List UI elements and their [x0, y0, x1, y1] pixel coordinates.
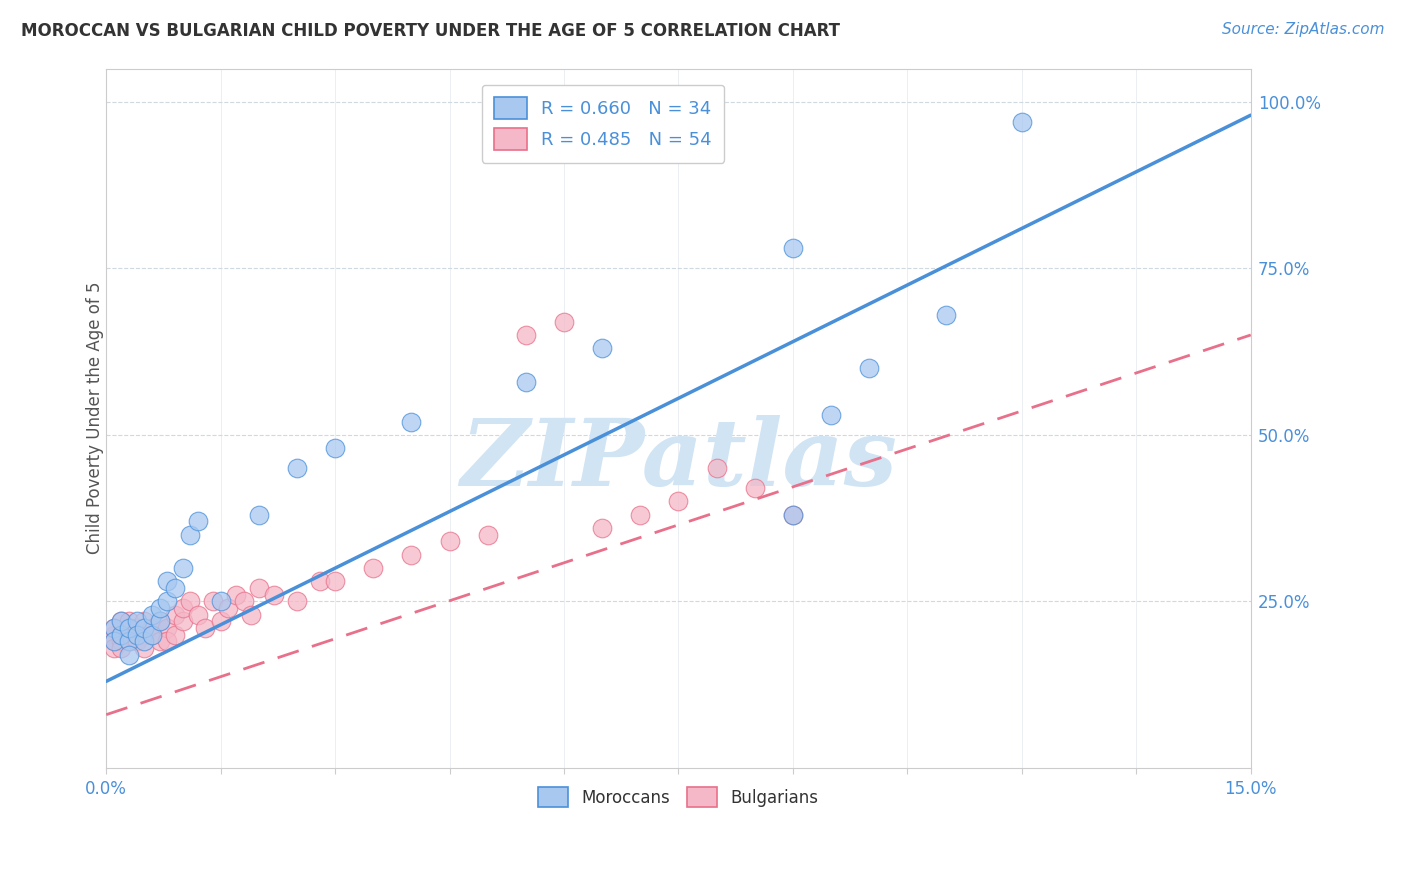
Point	[163, 607, 186, 622]
Point	[439, 534, 461, 549]
Point	[141, 607, 163, 622]
Point	[103, 628, 125, 642]
Point	[103, 641, 125, 656]
Point	[247, 508, 270, 522]
Point	[172, 561, 194, 575]
Point	[125, 628, 148, 642]
Point	[118, 621, 141, 635]
Text: Source: ZipAtlas.com: Source: ZipAtlas.com	[1222, 22, 1385, 37]
Point	[125, 621, 148, 635]
Point	[515, 375, 537, 389]
Point	[149, 634, 172, 648]
Point	[782, 508, 804, 522]
Point	[156, 574, 179, 589]
Point	[401, 548, 423, 562]
Point	[118, 621, 141, 635]
Point	[209, 615, 232, 629]
Point	[240, 607, 263, 622]
Point	[285, 594, 308, 608]
Point	[118, 615, 141, 629]
Point	[179, 594, 201, 608]
Point	[553, 315, 575, 329]
Point	[134, 621, 156, 635]
Point	[156, 594, 179, 608]
Point	[172, 601, 194, 615]
Point	[134, 641, 156, 656]
Text: ZIPatlas: ZIPatlas	[460, 415, 897, 505]
Point	[125, 615, 148, 629]
Point	[141, 621, 163, 635]
Point	[118, 648, 141, 662]
Point	[477, 528, 499, 542]
Point	[103, 621, 125, 635]
Point	[858, 361, 880, 376]
Point	[134, 634, 156, 648]
Point	[103, 634, 125, 648]
Point	[163, 628, 186, 642]
Point	[118, 628, 141, 642]
Point	[110, 615, 132, 629]
Point	[125, 634, 148, 648]
Point	[782, 508, 804, 522]
Point	[156, 634, 179, 648]
Point	[149, 601, 172, 615]
Point	[202, 594, 225, 608]
Point	[187, 515, 209, 529]
Point	[163, 581, 186, 595]
Point	[110, 641, 132, 656]
Point	[706, 461, 728, 475]
Point	[110, 634, 132, 648]
Point	[285, 461, 308, 475]
Point	[515, 328, 537, 343]
Point	[141, 628, 163, 642]
Point	[149, 615, 172, 629]
Point	[401, 415, 423, 429]
Point	[149, 615, 172, 629]
Point	[263, 588, 285, 602]
Point	[232, 594, 254, 608]
Point	[247, 581, 270, 595]
Point	[361, 561, 384, 575]
Point	[1011, 115, 1033, 129]
Point	[110, 615, 132, 629]
Legend: Moroccans, Bulgarians: Moroccans, Bulgarians	[530, 779, 827, 815]
Point	[103, 621, 125, 635]
Point	[225, 588, 247, 602]
Y-axis label: Child Poverty Under the Age of 5: Child Poverty Under the Age of 5	[86, 282, 104, 555]
Point	[744, 481, 766, 495]
Point	[156, 621, 179, 635]
Point	[323, 441, 346, 455]
Point	[134, 615, 156, 629]
Text: MOROCCAN VS BULGARIAN CHILD POVERTY UNDER THE AGE OF 5 CORRELATION CHART: MOROCCAN VS BULGARIAN CHILD POVERTY UNDE…	[21, 22, 841, 40]
Point	[668, 494, 690, 508]
Point	[323, 574, 346, 589]
Point	[110, 628, 132, 642]
Point	[110, 628, 132, 642]
Point	[591, 341, 613, 355]
Point	[118, 634, 141, 648]
Point	[194, 621, 217, 635]
Point	[118, 634, 141, 648]
Point	[217, 601, 239, 615]
Point	[172, 615, 194, 629]
Point	[935, 308, 957, 322]
Point	[628, 508, 651, 522]
Point	[187, 607, 209, 622]
Point	[134, 628, 156, 642]
Point	[125, 628, 148, 642]
Point	[103, 634, 125, 648]
Point	[820, 408, 842, 422]
Point	[782, 241, 804, 255]
Point	[591, 521, 613, 535]
Point	[309, 574, 332, 589]
Point	[209, 594, 232, 608]
Point	[179, 528, 201, 542]
Point	[141, 628, 163, 642]
